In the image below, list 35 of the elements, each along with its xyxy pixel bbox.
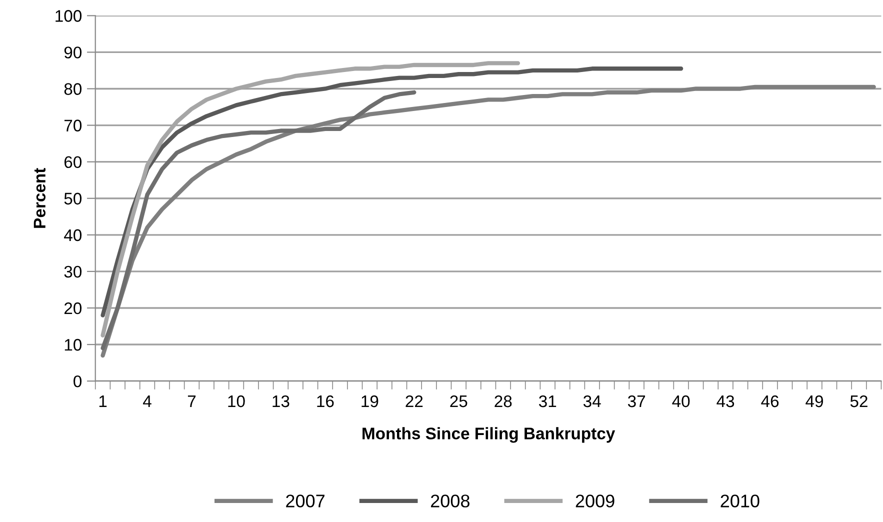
y-tick-label: 30 <box>64 266 82 278</box>
legend-label: 2008 <box>430 494 470 508</box>
x-axis-title: Months Since Filing Bankruptcy <box>362 427 616 443</box>
y-tick-label: 40 <box>64 229 82 242</box>
x-tick-label: 16 <box>317 395 334 408</box>
y-axis-title: Percent <box>34 168 46 228</box>
legend-label: 2009 <box>576 494 614 508</box>
x-tick-label: 19 <box>362 395 378 408</box>
x-tick-label: 10 <box>228 395 245 408</box>
y-tick-label: 0 <box>74 375 82 388</box>
y-tick-label: 10 <box>64 338 82 351</box>
y-tick-label: 70 <box>64 120 82 132</box>
y-tick-label: 100 <box>56 10 82 22</box>
legend-label: 2010 <box>720 494 760 508</box>
x-tick-label: 34 <box>583 395 601 408</box>
x-tick-label: 43 <box>716 395 734 408</box>
x-tick-label: 4 <box>143 396 152 408</box>
y-tick-label: 60 <box>64 156 82 168</box>
x-tick-label: 25 <box>450 395 468 408</box>
y-tick-label: 20 <box>64 302 82 314</box>
y-tick-label: 80 <box>64 83 82 95</box>
x-tick-label: 7 <box>188 396 196 408</box>
y-tick-label: 90 <box>64 46 82 58</box>
x-tick-label: 49 <box>806 395 823 408</box>
x-tick-label: 1 <box>99 396 107 408</box>
x-tick-label: 22 <box>406 395 423 408</box>
x-tick-label: 37 <box>628 395 646 408</box>
x-tick-label: 40 <box>672 395 690 408</box>
x-tick-label: 28 <box>494 395 512 408</box>
x-tick-label: 13 <box>272 395 290 408</box>
x-tick-label: 52 <box>850 395 868 408</box>
y-tick-label: 50 <box>64 192 82 205</box>
x-tick-label: 46 <box>761 395 779 408</box>
legend-label: 2007 <box>286 494 324 508</box>
x-tick-label: 31 <box>538 395 556 408</box>
